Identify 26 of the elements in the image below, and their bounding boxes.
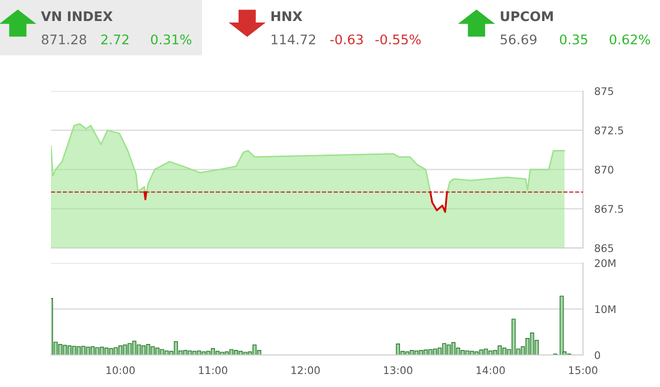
x-tick-label: 15:00 xyxy=(569,366,598,374)
y-tick-label: 867.5 xyxy=(594,204,624,213)
text: UPCOM xyxy=(500,11,553,22)
text: VN INDEX xyxy=(40,11,113,22)
text: -0.63 xyxy=(330,34,363,44)
x-tick-label: 10:00 xyxy=(106,366,135,374)
text: 0.35 xyxy=(560,34,588,44)
y-tick-label: 872.5 xyxy=(594,126,624,134)
text: 2.72 xyxy=(101,34,128,44)
y-tick-label: 875 xyxy=(594,87,614,96)
text: -0.55% xyxy=(375,34,421,44)
text: 0.62% xyxy=(610,34,650,44)
x-tick-label: 12:00 xyxy=(292,366,320,374)
text: 56.69 xyxy=(500,34,536,44)
text: 0.31% xyxy=(151,34,192,44)
x-tick-label: 11:00 xyxy=(199,366,228,374)
text: HNX xyxy=(271,11,302,22)
y-tick-label: 0 xyxy=(594,351,600,360)
x-tick-label: 13:00 xyxy=(384,366,412,374)
y-tick-label: 10M xyxy=(595,305,616,314)
text: 871.28 xyxy=(42,34,86,44)
y-tick-label: 20M xyxy=(594,259,616,268)
text: 114.72 xyxy=(272,34,316,44)
x-tick-label: 14:00 xyxy=(476,366,505,374)
y-tick-label: 865 xyxy=(594,244,614,252)
y-tick-label: 870 xyxy=(594,166,614,174)
